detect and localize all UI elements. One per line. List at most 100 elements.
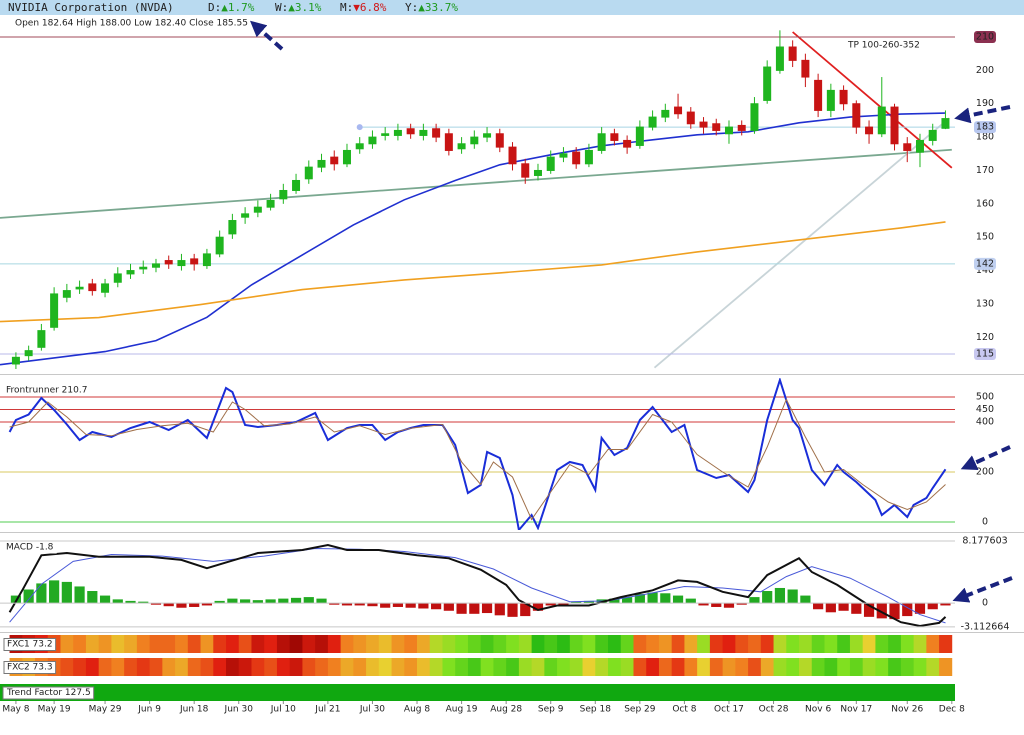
level-box: [974, 257, 996, 270]
header-change: Y:▲33.7%: [405, 1, 458, 14]
histogram-bar: [800, 595, 811, 604]
panel-label: FXC2 73.3: [7, 663, 53, 673]
histogram-bar: [914, 603, 926, 614]
heat-cell: [162, 658, 176, 676]
x-tick-label: Sep 18: [580, 705, 612, 715]
candle-body: [419, 129, 428, 136]
level-label: 142: [976, 258, 994, 269]
heat-cell: [60, 658, 74, 676]
histogram-bar: [252, 600, 263, 604]
candle-body: [814, 79, 823, 111]
heat-cell: [85, 658, 100, 676]
histogram-bar: [481, 603, 493, 614]
pointer-arrows: [250, 20, 1013, 603]
heat-cell: [238, 635, 252, 653]
heat-cell: [837, 635, 851, 653]
heat-cell: [353, 635, 367, 653]
x-tick-label: Sep 29: [624, 705, 656, 715]
x-tick-label: Jun 18: [179, 705, 209, 715]
heat-cell: [633, 635, 647, 653]
candle-body: [750, 103, 759, 131]
candle-body: [279, 189, 288, 200]
heat-cell: [226, 658, 240, 676]
histogram-bar: [902, 603, 913, 617]
heat-cell: [315, 635, 329, 653]
y-tick-label: 120: [976, 332, 994, 343]
histogram-bar: [49, 580, 60, 604]
histogram-bar: [813, 603, 824, 610]
candle-body: [11, 356, 20, 365]
panel-label: MACD -1.8: [6, 543, 54, 553]
heat-cell: [98, 635, 112, 653]
histogram-bar: [392, 603, 404, 607]
heat-cell: [811, 635, 825, 653]
ohlc-subtitle: Open 182.64 High 188.00 Low 182.40 Close…: [15, 19, 248, 29]
heat-cell: [289, 635, 303, 653]
heat-cell: [213, 658, 227, 676]
heat-cell: [773, 658, 787, 676]
histogram-bar: [74, 586, 85, 604]
heat-cell: [276, 658, 291, 676]
heat-cell: [658, 658, 673, 676]
heat-cell: [124, 635, 138, 653]
histogram-bar: [876, 603, 887, 619]
candle-body: [712, 123, 721, 131]
histogram-bar: [303, 597, 314, 604]
histogram-bar: [634, 594, 645, 604]
candle-body: [572, 151, 581, 165]
heat-cell: [136, 658, 151, 676]
heat-cell: [658, 635, 673, 653]
histogram-bar: [443, 603, 454, 611]
heat-cell: [417, 635, 431, 653]
candle-body: [139, 266, 148, 270]
x-tick-label: Oct 28: [759, 705, 789, 715]
heat-cell: [900, 658, 915, 676]
histogram-bar: [418, 603, 429, 609]
candle-body: [839, 89, 848, 105]
histogram-bar: [23, 589, 34, 604]
heat-cell: [760, 635, 774, 653]
heat-cell: [149, 658, 163, 676]
change-value: ▲33.7%: [418, 1, 458, 14]
heat-cell: [506, 658, 520, 676]
change-value: ▼6.8%: [353, 1, 386, 14]
histogram-bar: [176, 603, 187, 608]
panel-label: Frontrunner 210.7: [6, 386, 87, 396]
heat-cell: [73, 658, 87, 676]
candle-body: [890, 106, 899, 145]
heat-cell: [276, 635, 291, 653]
heat-cell: [913, 658, 927, 676]
heat-cell: [557, 658, 571, 676]
y-tick-label: 500: [976, 392, 994, 403]
candle-body: [151, 263, 160, 268]
candle-body: [88, 283, 97, 292]
heat-cell: [608, 635, 622, 653]
histogram-bar: [316, 598, 327, 604]
candle-body: [215, 236, 224, 255]
heat-cell: [697, 635, 711, 653]
content: NVIDIA Corporation (NVDA) D:▲1.7% W:▲3.1% M…: [0, 1, 1009, 715]
candle-body: [648, 116, 657, 128]
header-bar: [0, 0, 1024, 15]
histogram-bar: [278, 598, 289, 604]
heat-cell: [608, 658, 622, 676]
x-tick-label: Aug 28: [490, 705, 522, 715]
histogram-bar: [163, 603, 174, 607]
x-tick-label: Dec 8: [939, 705, 965, 715]
heat-cell: [569, 635, 583, 653]
heat-cell: [73, 635, 87, 653]
change-label: M:: [340, 1, 353, 14]
histogram-bar: [99, 595, 111, 604]
indicator-line: [9, 398, 946, 521]
annotation: TP 100-260-352: [847, 41, 920, 51]
x-tick-label: Jul 30: [359, 705, 385, 715]
candle-body: [24, 350, 33, 357]
indicator-line: [8, 378, 947, 530]
x-tick-label: Aug 19: [446, 705, 478, 715]
heat-cell: [748, 658, 762, 676]
heat-cell: [136, 635, 151, 653]
heat-cell: [760, 658, 774, 676]
heat-cell: [327, 658, 342, 676]
heat-cell: [531, 658, 545, 676]
heat-cell: [404, 635, 418, 653]
